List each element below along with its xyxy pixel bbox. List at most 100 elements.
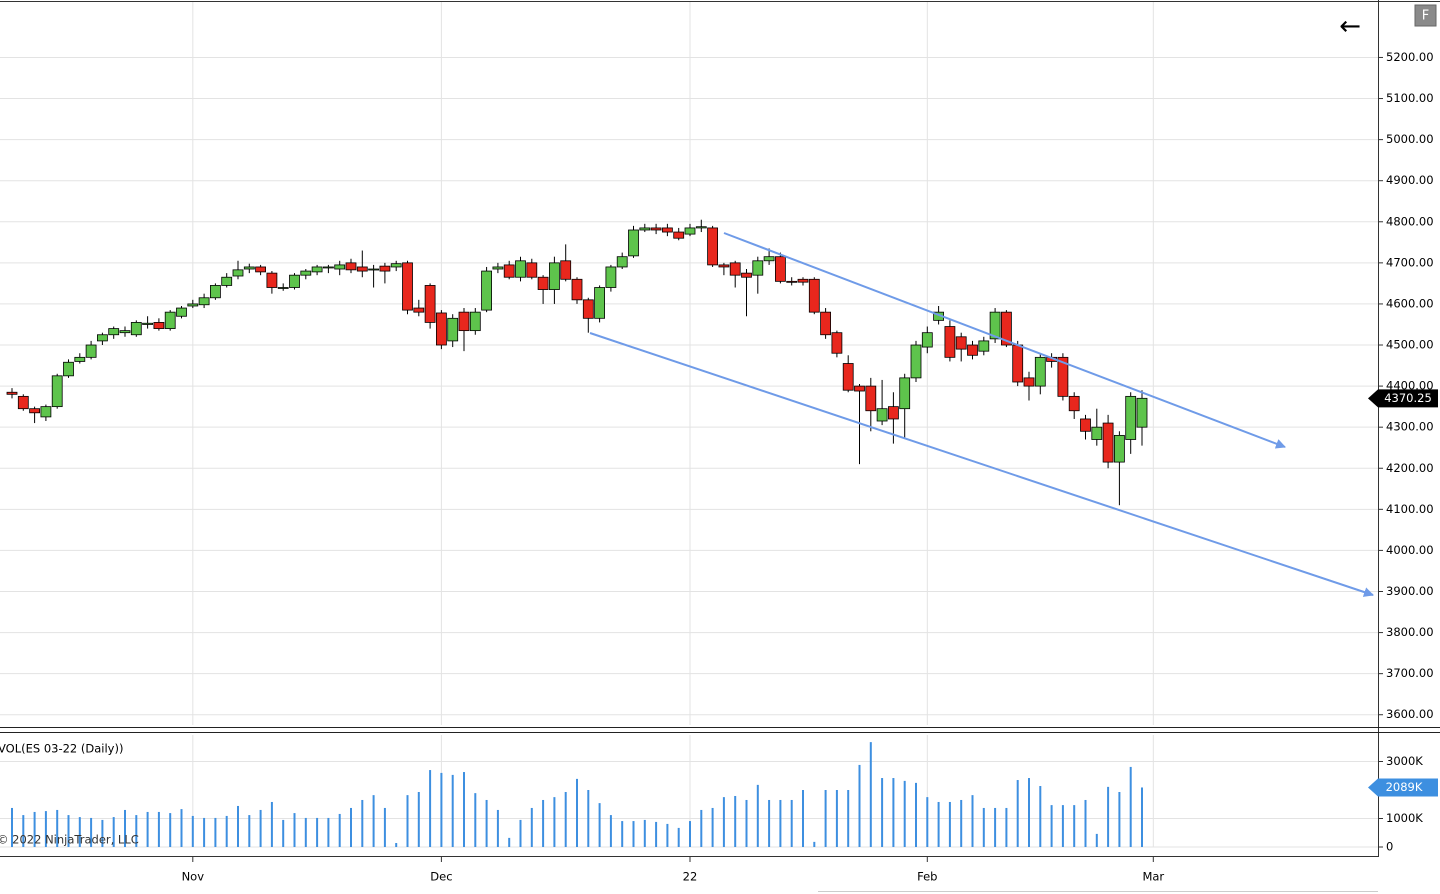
candle-body — [718, 264, 730, 268]
candle-body — [130, 322, 142, 336]
candle-body — [955, 336, 967, 350]
candle-body — [1023, 377, 1035, 387]
candle-body — [763, 256, 775, 262]
y-tick-label: 4400.00 — [1386, 379, 1434, 393]
candle-body — [639, 227, 651, 231]
volume-bar — [112, 817, 115, 847]
volume-bar — [1028, 778, 1030, 847]
candle-body — [549, 262, 560, 290]
candle-body — [379, 265, 391, 272]
candle-body — [40, 406, 52, 418]
candle-body — [119, 330, 131, 334]
volume-bar — [101, 819, 104, 847]
candle-body — [888, 406, 899, 420]
volume-bar — [576, 778, 578, 847]
volume-bar — [338, 813, 341, 847]
volume-bar — [711, 807, 714, 847]
candle-body — [876, 408, 888, 422]
volume-bar — [56, 809, 59, 847]
candle-body — [1034, 356, 1046, 387]
candle-body — [424, 285, 436, 323]
volume-bar — [383, 807, 386, 847]
x-tick-label: Dec — [430, 870, 452, 884]
x-tick-label: Feb — [917, 870, 937, 884]
candle-body — [300, 270, 312, 276]
volume-bar — [135, 815, 138, 847]
volume-bar — [203, 817, 206, 847]
volume-bar — [847, 790, 850, 847]
volume-bar — [157, 811, 160, 847]
volume-bar — [440, 772, 443, 847]
candle-body — [1125, 395, 1137, 440]
y-tick-label: 3600.00 — [1386, 707, 1434, 721]
x-tick-label: Nov — [182, 870, 205, 884]
volume-bar — [225, 815, 228, 847]
y-tick-label: 5100.00 — [1386, 91, 1434, 105]
y-tick-label: 4700.00 — [1386, 255, 1434, 269]
plot — [6, 219, 1148, 847]
candle-body — [865, 385, 877, 412]
candle-body — [402, 262, 413, 311]
candle-body — [435, 312, 447, 346]
y-tick-label: 0 — [1386, 840, 1393, 854]
volume-bar — [474, 793, 477, 847]
volume-bar — [982, 807, 985, 847]
volume-bar — [722, 797, 725, 847]
volume-bar — [169, 813, 172, 847]
candle-body — [616, 256, 628, 268]
volume-bar — [530, 807, 533, 847]
volume-bar — [33, 811, 36, 847]
volume-bar — [304, 817, 307, 847]
candle-body — [695, 226, 707, 229]
candle-body — [526, 262, 538, 278]
candle-body — [944, 326, 956, 358]
volume-bar — [813, 841, 816, 847]
toggle-button[interactable]: F — [1422, 9, 1429, 24]
candle-body — [1114, 434, 1125, 463]
volume-bar — [948, 801, 951, 847]
back-button[interactable]: ← — [1339, 12, 1361, 42]
volume-bar — [11, 807, 13, 847]
candle-body — [650, 227, 662, 231]
volume-bar — [1141, 787, 1143, 847]
candle-body — [277, 287, 289, 289]
y-tick-label: 3000K — [1386, 754, 1423, 768]
candle-body — [187, 303, 199, 307]
candle-body — [582, 299, 594, 319]
volume-bar — [191, 815, 194, 847]
candle-body — [537, 276, 549, 290]
volume-bar — [1084, 799, 1087, 847]
candle-body — [469, 311, 481, 332]
toggle-button-bg[interactable] — [1414, 4, 1437, 27]
volume-bar — [350, 807, 352, 847]
y-tick-label: 4300.00 — [1386, 420, 1434, 434]
candle-body — [243, 266, 255, 270]
candle-body — [1080, 418, 1091, 432]
y-tick-label: 5200.00 — [1386, 50, 1434, 64]
candle-body — [17, 395, 29, 410]
volume-bar — [293, 813, 296, 847]
candle-body — [289, 274, 300, 288]
volume-bar — [327, 817, 330, 847]
volume-bar — [971, 795, 974, 847]
candle-body — [628, 229, 639, 257]
candle-body — [571, 278, 583, 301]
y-tick-label: 4000.00 — [1386, 543, 1434, 557]
volume-bar — [248, 815, 251, 847]
volume-bar — [779, 799, 782, 847]
y-tick-label: 4500.00 — [1386, 338, 1434, 352]
volume-bar — [429, 770, 432, 847]
axes: Nov Dec 22 Feb Mar 3600.00 3700.00 3800.00 3900.… — [182, 50, 1438, 884]
trend-line-upper[interactable] — [723, 232, 1286, 449]
candle-body — [1136, 397, 1148, 428]
trend-line-lower[interactable] — [589, 332, 1374, 597]
copyright: © 2022 NinjaTrader, LLC — [0, 833, 139, 847]
volume-bar — [858, 764, 861, 847]
candle-body — [97, 334, 108, 342]
candle-body — [255, 266, 267, 273]
volume-bar — [790, 799, 793, 847]
volume-bar — [463, 772, 465, 847]
candle-body — [831, 332, 843, 354]
